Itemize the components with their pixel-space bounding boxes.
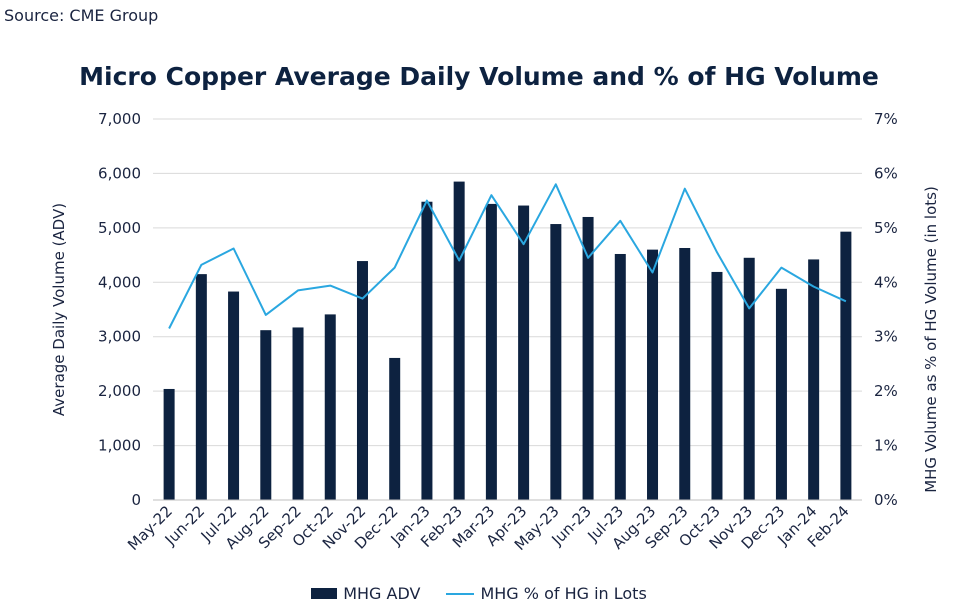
bar: [453, 181, 465, 501]
left-tick-label: 7,000: [98, 110, 141, 128]
bar: [840, 231, 852, 500]
bar: [679, 247, 691, 500]
right-tick-label: 5%: [874, 219, 898, 237]
bar: [614, 253, 626, 500]
right-tick-label: 6%: [874, 164, 898, 182]
bar: [195, 274, 207, 500]
legend-label-pct: MHG % of HG in Lots: [480, 584, 647, 603]
bar: [356, 261, 368, 500]
right-tick-label: 0%: [874, 491, 898, 509]
legend-item-adv: MHG ADV: [311, 584, 420, 603]
bar: [421, 201, 433, 500]
source-note: Source: CME Group: [4, 6, 159, 25]
right-axis-ticks: 0% 1% 2% 3% 4% 5% 6% 7%: [874, 110, 898, 509]
bar: [711, 271, 723, 500]
right-tick-label: 4%: [874, 273, 898, 291]
bar: [324, 314, 336, 500]
bar: [228, 291, 240, 500]
bar: [518, 205, 530, 500]
right-axis-label: MHG Volume as % of HG Volume (in lots): [922, 186, 940, 493]
bar-series: [163, 181, 852, 501]
left-tick-label: 2,000: [98, 382, 141, 400]
bar: [808, 259, 820, 500]
right-tick-label: 2%: [874, 382, 898, 400]
bar: [550, 224, 562, 500]
left-tick-label: 5,000: [98, 219, 141, 237]
x-axis-ticks: May-22Jun-22Jul-22Aug-22Sep-22Oct-22Nov-…: [124, 502, 853, 554]
bar: [260, 330, 272, 500]
left-tick-label: 3,000: [98, 328, 141, 346]
left-axis-ticks: 0 1,000 2,000 3,000 4,000 5,000 6,000 7,000: [98, 110, 141, 509]
chart-title: Micro Copper Average Daily Volume and % …: [79, 62, 879, 91]
legend-label-adv: MHG ADV: [343, 584, 421, 603]
left-axis-label: Average Daily Volume (ADV): [50, 203, 68, 416]
left-tick-label: 1,000: [98, 437, 141, 455]
right-tick-label: 1%: [874, 437, 898, 455]
right-tick-label: 7%: [874, 110, 898, 128]
legend: MHG ADV MHG % of HG in Lots: [0, 584, 958, 603]
bar: [582, 216, 594, 500]
gridlines: [153, 118, 862, 447]
bar: [743, 257, 755, 500]
left-tick-label: 0: [131, 491, 141, 509]
bar: [292, 327, 304, 500]
legend-swatch-bar: [311, 588, 338, 599]
left-tick-label: 6,000: [98, 164, 141, 182]
bar: [485, 203, 497, 500]
series-line: [168, 183, 847, 329]
legend-swatch-line: [446, 592, 475, 595]
left-tick-label: 4,000: [98, 273, 141, 291]
right-tick-label: 3%: [874, 328, 898, 346]
bar: [163, 388, 175, 500]
bar: [389, 357, 401, 500]
bar: [647, 249, 659, 500]
legend-item-pct: MHG % of HG in Lots: [446, 584, 647, 603]
line-series: [168, 183, 847, 329]
bar: [775, 288, 787, 500]
